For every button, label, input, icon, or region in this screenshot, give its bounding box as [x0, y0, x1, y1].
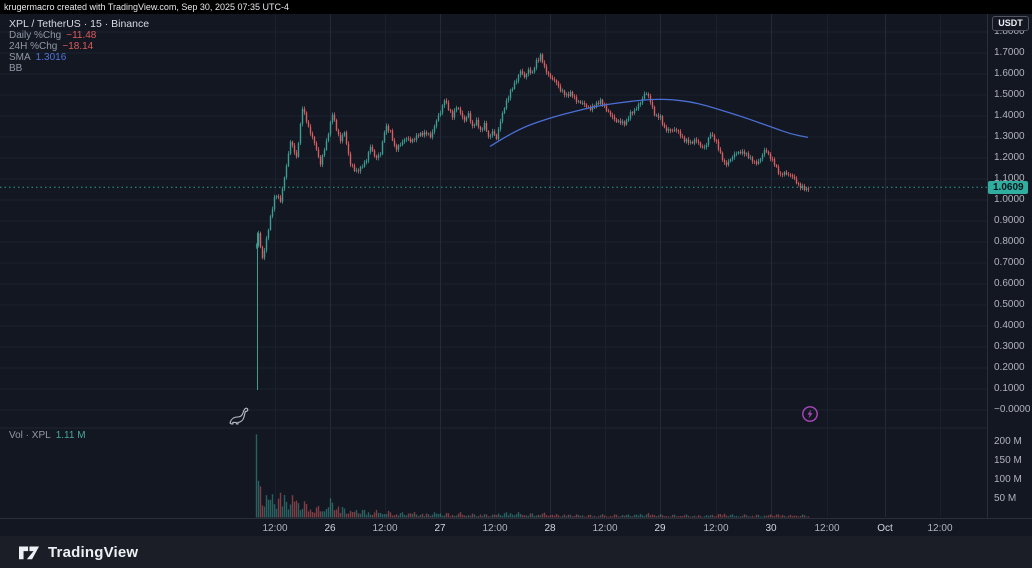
attribution-text: krugermacro created with TradingView.com… [4, 2, 289, 12]
volume-tick-label: 150 M [994, 455, 1022, 466]
volume-tick-label: 50 M [994, 493, 1017, 504]
time-tick-label: 30 [765, 523, 777, 534]
price-tick-label: 0.4000 [994, 320, 1025, 331]
legend-row-label: BB [9, 63, 23, 74]
price-tick-label: 0.7000 [994, 257, 1025, 268]
time-tick-label: 12:00 [372, 523, 398, 534]
volume-study-label[interactable]: Vol · XPL 1.11 M [9, 430, 86, 441]
price-tick-label: 1.4000 [994, 110, 1025, 121]
volume-label-text: Vol · XPL [9, 430, 51, 441]
footer-bar: TradingView [0, 536, 1032, 568]
price-tick-label: 1.5000 [994, 89, 1025, 100]
legend-row[interactable]: BB [9, 64, 149, 74]
price-tick-label: 0.3000 [994, 341, 1025, 352]
legend-row-label: SMA [9, 52, 31, 63]
price-tick-label: −0.0000 [994, 404, 1031, 415]
legend-row-value: −11.48 [66, 30, 97, 41]
time-tick-label: 12:00 [592, 523, 618, 534]
price-tick-label: 0.9000 [994, 215, 1025, 226]
price-axis[interactable]: USDT 1.8000 1.7000 1.6000 1.5000 1.4000 1.300… [987, 14, 1032, 518]
time-tick-label: 12:00 [262, 523, 288, 534]
price-tick-label: 0.2000 [994, 362, 1025, 373]
time-axis[interactable]: 12:00 26 12:00 27 12:00 28 12:00 29 12:00 30 12:00… [0, 518, 1032, 536]
tradingview-logo-icon[interactable] [17, 542, 41, 562]
time-tick-label: 28 [544, 523, 556, 534]
volume-tick-label: 200 M [994, 436, 1022, 447]
legend-row-value: 1.3016 [35, 52, 67, 63]
time-tick-label: 29 [654, 523, 666, 534]
attribution-bar: krugermacro created with TradingView.com… [0, 0, 1032, 14]
legend-row-label: 24H %Chg [9, 41, 58, 52]
price-tick-label: 1.0000 [994, 194, 1025, 205]
price-tick-label: 1.3000 [994, 131, 1025, 142]
legend-row-label: Daily %Chg [9, 30, 62, 41]
flash-marker-icon[interactable] [801, 405, 819, 428]
price-tick-label: 0.1000 [994, 383, 1025, 394]
time-tick-label: 12:00 [703, 523, 729, 534]
currency-toggle-button[interactable]: USDT [992, 16, 1029, 31]
price-tick-label: 0.5000 [994, 299, 1025, 310]
price-tick-label: 1.2000 [994, 152, 1025, 163]
time-tick-label: 12:00 [814, 523, 840, 534]
dinosaur-sticker-icon[interactable] [226, 402, 252, 433]
price-tick-label: 1.7000 [994, 47, 1025, 58]
price-tick-label: 1.1000 [994, 173, 1025, 184]
time-tick-label: Oct [877, 523, 893, 534]
legend-row-value: −18.14 [62, 41, 94, 52]
tradingview-wordmark[interactable]: TradingView [48, 543, 139, 561]
legend-row[interactable]: Daily %Chg −11.48 [9, 31, 149, 41]
candlestick-chart[interactable] [0, 14, 987, 518]
time-tick-label: 12:00 [927, 523, 953, 534]
price-tick-label: 0.6000 [994, 278, 1025, 289]
symbol-title[interactable]: XPL / TetherUS · 15 · Binance [9, 18, 150, 30]
time-tick-label: 26 [324, 523, 336, 534]
price-tick-label: 1.6000 [994, 68, 1025, 79]
chart-legend: XPL / TetherUS · 15 · Binance Daily %Chg… [9, 19, 149, 74]
legend-row[interactable]: 24H %Chg −18.14 [9, 42, 149, 52]
volume-tick-label: 100 M [994, 474, 1022, 485]
volume-value: 1.11 M [55, 430, 86, 441]
legend-row[interactable]: SMA 1.3016 [9, 53, 149, 63]
last-price-tag: 1.0609 [988, 180, 1028, 194]
price-tick-label: 1.8000 [994, 26, 1025, 37]
time-tick-label: 12:00 [482, 523, 508, 534]
time-tick-label: 27 [434, 523, 446, 534]
price-tick-label: 0.8000 [994, 236, 1025, 247]
